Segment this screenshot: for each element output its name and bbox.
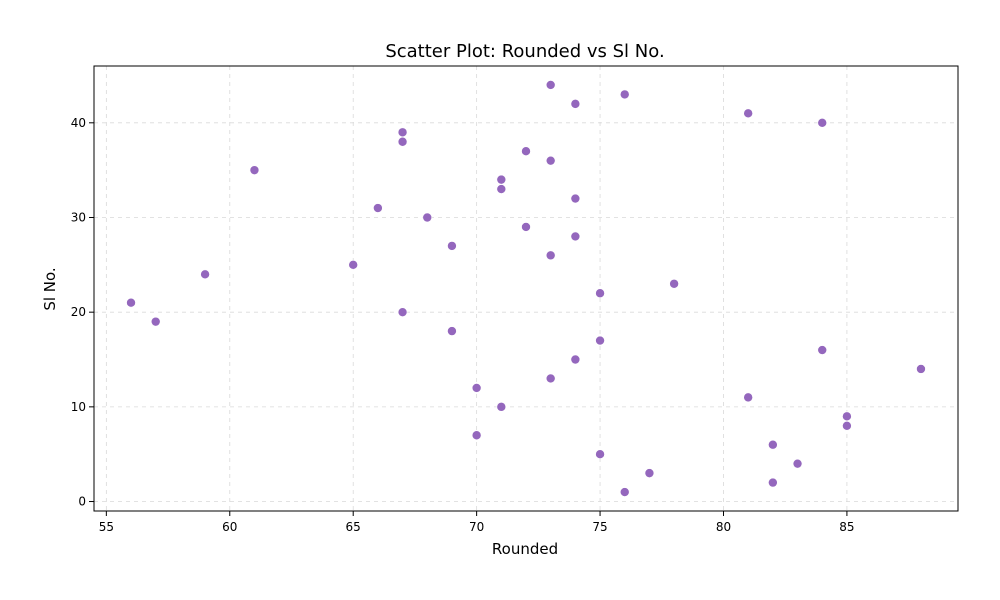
- data-point: [373, 203, 383, 213]
- data-point: [595, 335, 605, 346]
- x-tick-label: 70: [469, 520, 484, 534]
- data-point: [743, 108, 753, 119]
- data-point: [792, 458, 803, 469]
- y-axis: 0 10 20 30 40: [71, 116, 94, 509]
- data-point: [496, 402, 507, 412]
- x-tick-label: 75: [592, 520, 607, 534]
- y-tick-label: 30: [71, 210, 86, 224]
- data-point: [619, 89, 630, 100]
- data-point: [126, 297, 136, 308]
- x-tick-label: 65: [346, 520, 361, 534]
- data-point: [496, 184, 507, 194]
- data-point: [521, 146, 531, 157]
- data-point: [471, 430, 482, 441]
- data-point: [150, 316, 161, 327]
- data-point: [545, 250, 556, 261]
- data-point: [570, 231, 581, 242]
- data-point: [471, 383, 482, 393]
- data-point: [397, 127, 408, 138]
- plot-frame: [93, 65, 959, 512]
- data-point: [249, 165, 260, 175]
- data-point: [619, 487, 630, 497]
- data-point: [348, 260, 359, 270]
- y-tick-label: 20: [71, 305, 86, 319]
- data-point: [768, 477, 778, 488]
- data-point: [570, 193, 581, 204]
- data-point: [570, 354, 581, 365]
- data-point: [397, 307, 408, 317]
- y-tick-label: 0: [78, 495, 86, 509]
- data-point: [743, 392, 753, 403]
- data-point: [669, 278, 679, 289]
- y-tick-label: 10: [71, 400, 86, 414]
- data-point: [200, 269, 210, 280]
- data-point: [545, 80, 556, 90]
- y-tick-label: 40: [71, 116, 86, 130]
- data-point: [595, 449, 605, 459]
- data-point: [842, 411, 852, 422]
- data-point: [447, 326, 457, 336]
- data-point: [447, 241, 457, 251]
- data-point: [817, 345, 828, 355]
- x-tick-label: 85: [839, 520, 854, 534]
- data-point: [817, 118, 828, 128]
- data-point: [644, 468, 655, 478]
- y-axis-label: Sl No.: [41, 267, 59, 310]
- data-point: [521, 222, 531, 232]
- data-point: [397, 136, 408, 147]
- x-axis-label: Rounded: [492, 540, 558, 558]
- data-point: [545, 373, 556, 384]
- data-point: [768, 439, 778, 450]
- x-tick-label: 60: [222, 520, 237, 534]
- data-point: [595, 288, 605, 299]
- points-layer: [126, 80, 926, 497]
- data-point: [842, 420, 852, 431]
- data-point: [916, 364, 926, 374]
- data-point: [496, 174, 507, 185]
- data-point: [422, 212, 433, 223]
- data-point: [545, 155, 556, 166]
- x-tick-label: 80: [716, 520, 731, 534]
- data-point: [570, 99, 581, 109]
- grid-layer: [94, 66, 958, 511]
- x-tick-label: 55: [99, 520, 114, 534]
- x-axis: 55 60 65 70 75 80 85: [99, 511, 855, 534]
- chart-title: Scatter Plot: Rounded vs Sl No.: [385, 41, 664, 62]
